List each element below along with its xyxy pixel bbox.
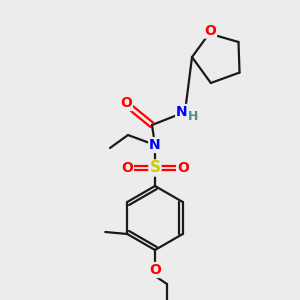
Text: O: O: [149, 263, 161, 277]
Text: N: N: [149, 138, 161, 152]
Text: O: O: [121, 161, 133, 175]
Text: O: O: [177, 161, 189, 175]
Text: H: H: [188, 110, 198, 124]
Text: S: S: [149, 160, 161, 175]
Text: O: O: [204, 24, 216, 38]
Text: N: N: [176, 105, 188, 119]
Text: O: O: [120, 96, 132, 110]
